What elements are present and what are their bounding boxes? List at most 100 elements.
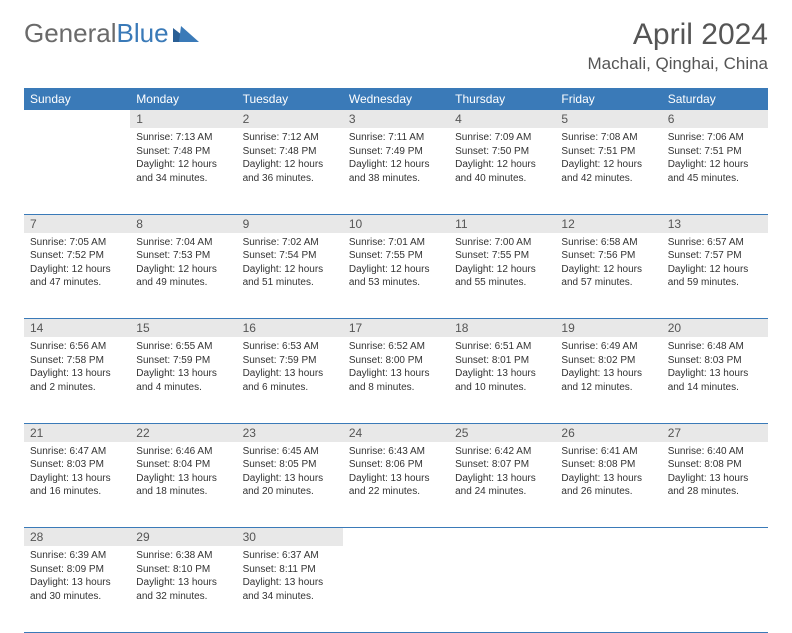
week-row: Sunrise: 7:05 AMSunset: 7:52 PMDaylight:…: [24, 233, 768, 319]
sunset-text: Sunset: 8:02 PM: [561, 354, 655, 368]
day-number-cell: 4: [449, 110, 555, 128]
day-cell-body: Sunrise: 6:37 AMSunset: 8:11 PMDaylight:…: [237, 546, 343, 609]
day-number-cell: 2: [237, 110, 343, 128]
sunset-text: Sunset: 7:51 PM: [668, 145, 762, 159]
sunset-text: Sunset: 8:07 PM: [455, 458, 549, 472]
sunrise-text: Sunrise: 6:42 AM: [455, 445, 549, 459]
sunrise-text: Sunrise: 6:46 AM: [136, 445, 230, 459]
sunrise-text: Sunrise: 6:55 AM: [136, 340, 230, 354]
daylight-text: Daylight: 13 hours and 6 minutes.: [243, 367, 337, 394]
daylight-text: Daylight: 12 hours and 49 minutes.: [136, 263, 230, 290]
day-cell-body: Sunrise: 6:40 AMSunset: 8:08 PMDaylight:…: [662, 442, 768, 505]
day-cell-body: Sunrise: 6:41 AMSunset: 8:08 PMDaylight:…: [555, 442, 661, 505]
daylight-text: Daylight: 13 hours and 34 minutes.: [243, 576, 337, 603]
sunrise-text: Sunrise: 7:08 AM: [561, 131, 655, 145]
day-number-cell: 6: [662, 110, 768, 128]
daylight-text: Daylight: 13 hours and 28 minutes.: [668, 472, 762, 499]
sunrise-text: Sunrise: 6:40 AM: [668, 445, 762, 459]
day-number-cell: [343, 528, 449, 547]
sunset-text: Sunset: 8:05 PM: [243, 458, 337, 472]
day-number-cell: 24: [343, 423, 449, 442]
day-cell: Sunrise: 6:47 AMSunset: 8:03 PMDaylight:…: [24, 442, 130, 528]
day-cell: Sunrise: 6:37 AMSunset: 8:11 PMDaylight:…: [237, 546, 343, 632]
sunset-text: Sunset: 7:55 PM: [349, 249, 443, 263]
day-number-row: 282930: [24, 528, 768, 547]
day-cell-body: Sunrise: 7:06 AMSunset: 7:51 PMDaylight:…: [662, 128, 768, 191]
day-cell-body: Sunrise: 6:55 AMSunset: 7:59 PMDaylight:…: [130, 337, 236, 400]
day-cell-body: Sunrise: 7:11 AMSunset: 7:49 PMDaylight:…: [343, 128, 449, 191]
daylight-text: Daylight: 13 hours and 26 minutes.: [561, 472, 655, 499]
sunrise-text: Sunrise: 7:13 AM: [136, 131, 230, 145]
day-cell-body: Sunrise: 6:42 AMSunset: 8:07 PMDaylight:…: [449, 442, 555, 505]
week-row: Sunrise: 6:47 AMSunset: 8:03 PMDaylight:…: [24, 442, 768, 528]
sunset-text: Sunset: 7:48 PM: [243, 145, 337, 159]
day-cell-body: Sunrise: 7:08 AMSunset: 7:51 PMDaylight:…: [555, 128, 661, 191]
sunrise-text: Sunrise: 6:52 AM: [349, 340, 443, 354]
daylight-text: Daylight: 12 hours and 38 minutes.: [349, 158, 443, 185]
daylight-text: Daylight: 12 hours and 55 minutes.: [455, 263, 549, 290]
daylight-text: Daylight: 12 hours and 40 minutes.: [455, 158, 549, 185]
day-header: Wednesday: [343, 88, 449, 110]
sunrise-text: Sunrise: 7:00 AM: [455, 236, 549, 250]
day-number-cell: [662, 528, 768, 547]
sunset-text: Sunset: 8:10 PM: [136, 563, 230, 577]
day-cell: Sunrise: 6:42 AMSunset: 8:07 PMDaylight:…: [449, 442, 555, 528]
sunset-text: Sunset: 7:57 PM: [668, 249, 762, 263]
day-number-cell: 9: [237, 214, 343, 233]
sunset-text: Sunset: 7:58 PM: [30, 354, 124, 368]
day-cell-body: Sunrise: 7:09 AMSunset: 7:50 PMDaylight:…: [449, 128, 555, 191]
sunrise-text: Sunrise: 7:12 AM: [243, 131, 337, 145]
day-cell: Sunrise: 6:52 AMSunset: 8:00 PMDaylight:…: [343, 337, 449, 423]
day-number-cell: 15: [130, 319, 236, 338]
day-number-cell: 17: [343, 319, 449, 338]
day-number-row: 21222324252627: [24, 423, 768, 442]
day-number-cell: 23: [237, 423, 343, 442]
sunrise-text: Sunrise: 7:05 AM: [30, 236, 124, 250]
day-number-cell: 19: [555, 319, 661, 338]
day-number-cell: 3: [343, 110, 449, 128]
sunrise-text: Sunrise: 6:48 AM: [668, 340, 762, 354]
sunrise-text: Sunrise: 6:57 AM: [668, 236, 762, 250]
day-cell: Sunrise: 6:41 AMSunset: 8:08 PMDaylight:…: [555, 442, 661, 528]
sunrise-text: Sunrise: 7:01 AM: [349, 236, 443, 250]
day-number-cell: [449, 528, 555, 547]
day-header: Tuesday: [237, 88, 343, 110]
day-cell-body: Sunrise: 6:39 AMSunset: 8:09 PMDaylight:…: [24, 546, 130, 609]
day-header-row: Sunday Monday Tuesday Wednesday Thursday…: [24, 88, 768, 110]
day-cell: Sunrise: 7:02 AMSunset: 7:54 PMDaylight:…: [237, 233, 343, 319]
day-number-cell: 10: [343, 214, 449, 233]
daylight-text: Daylight: 12 hours and 51 minutes.: [243, 263, 337, 290]
day-cell: Sunrise: 7:08 AMSunset: 7:51 PMDaylight:…: [555, 128, 661, 214]
day-number-cell: [24, 110, 130, 128]
sunset-text: Sunset: 7:50 PM: [455, 145, 549, 159]
sunset-text: Sunset: 8:00 PM: [349, 354, 443, 368]
daylight-text: Daylight: 13 hours and 30 minutes.: [30, 576, 124, 603]
day-cell-body: Sunrise: 7:00 AMSunset: 7:55 PMDaylight:…: [449, 233, 555, 296]
brand-general: General: [24, 18, 117, 49]
day-cell-body: Sunrise: 6:56 AMSunset: 7:58 PMDaylight:…: [24, 337, 130, 400]
sunrise-text: Sunrise: 7:04 AM: [136, 236, 230, 250]
day-cell: Sunrise: 6:48 AMSunset: 8:03 PMDaylight:…: [662, 337, 768, 423]
day-cell-body: Sunrise: 7:02 AMSunset: 7:54 PMDaylight:…: [237, 233, 343, 296]
week-row: Sunrise: 6:56 AMSunset: 7:58 PMDaylight:…: [24, 337, 768, 423]
calendar-table: Sunday Monday Tuesday Wednesday Thursday…: [24, 88, 768, 633]
daylight-text: Daylight: 12 hours and 36 minutes.: [243, 158, 337, 185]
day-cell: Sunrise: 7:09 AMSunset: 7:50 PMDaylight:…: [449, 128, 555, 214]
sunrise-text: Sunrise: 7:09 AM: [455, 131, 549, 145]
day-cell-body: Sunrise: 6:53 AMSunset: 7:59 PMDaylight:…: [237, 337, 343, 400]
day-number-cell: 29: [130, 528, 236, 547]
daylight-text: Daylight: 13 hours and 16 minutes.: [30, 472, 124, 499]
sunset-text: Sunset: 8:11 PM: [243, 563, 337, 577]
day-header: Thursday: [449, 88, 555, 110]
day-cell-body: Sunrise: 6:57 AMSunset: 7:57 PMDaylight:…: [662, 233, 768, 296]
day-number-cell: 16: [237, 319, 343, 338]
daylight-text: Daylight: 12 hours and 53 minutes.: [349, 263, 443, 290]
day-cell: Sunrise: 7:00 AMSunset: 7:55 PMDaylight:…: [449, 233, 555, 319]
title-block: April 2024 Machali, Qinghai, China: [588, 18, 768, 74]
sunset-text: Sunset: 7:59 PM: [243, 354, 337, 368]
day-cell: Sunrise: 7:12 AMSunset: 7:48 PMDaylight:…: [237, 128, 343, 214]
sunset-text: Sunset: 7:56 PM: [561, 249, 655, 263]
day-cell: [24, 128, 130, 214]
sunset-text: Sunset: 8:08 PM: [561, 458, 655, 472]
daylight-text: Daylight: 12 hours and 42 minutes.: [561, 158, 655, 185]
